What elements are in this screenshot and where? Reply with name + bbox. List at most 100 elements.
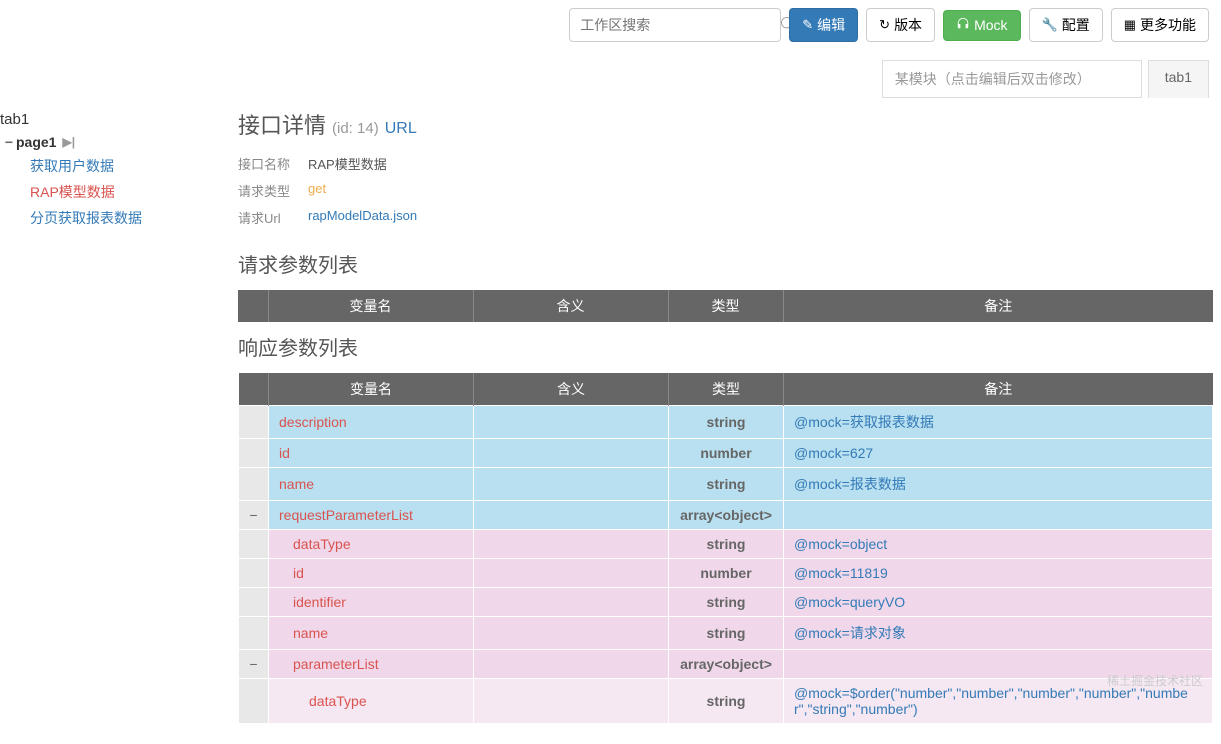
toggle-cell xyxy=(239,406,269,439)
config-button-label: 配置 xyxy=(1062,15,1090,35)
param-meaning xyxy=(474,530,669,559)
param-type: number xyxy=(669,439,784,468)
col-header: 备注 xyxy=(784,373,1213,406)
detail-title-text: 接口详情 xyxy=(238,108,326,140)
more-button[interactable]: ▦ 更多功能 xyxy=(1111,8,1209,42)
table-row: identifier string@mock=queryVO xyxy=(239,588,1213,617)
table-row: descriptionstring@mock=获取报表数据 xyxy=(239,406,1213,439)
param-name: name xyxy=(269,617,474,650)
collapse-icon[interactable]: − xyxy=(239,650,269,679)
edit-button-label: 编辑 xyxy=(817,15,845,35)
meta-url-value[interactable]: rapModelData.json xyxy=(308,208,417,227)
search-input[interactable] xyxy=(570,17,771,33)
table-row: id number@mock=627 xyxy=(239,439,1213,468)
param-type: array<object> xyxy=(669,501,784,530)
param-type: string xyxy=(669,588,784,617)
toggle-cell xyxy=(239,617,269,650)
param-type: number xyxy=(669,559,784,588)
toggle-cell xyxy=(239,588,269,617)
col-header: 类型 xyxy=(668,290,783,322)
toggle-cell xyxy=(239,468,269,501)
grid-icon: ▦ xyxy=(1124,17,1136,33)
col-header: 变量名 xyxy=(269,373,474,406)
param-type: string xyxy=(669,468,784,501)
table-row: dataTypestring@mock=$order("number","num… xyxy=(239,679,1213,724)
param-type: string xyxy=(669,617,784,650)
param-remark: @mock=$order("number","number","number",… xyxy=(784,679,1213,724)
version-button-label: 版本 xyxy=(894,15,922,35)
refresh-icon: ↻ xyxy=(879,17,890,33)
search-box xyxy=(569,8,781,42)
meta-name-value: RAP模型数据 xyxy=(308,154,387,173)
param-meaning xyxy=(474,617,669,650)
param-type: array<object> xyxy=(669,650,784,679)
mock-button[interactable]: Mock xyxy=(943,10,1020,41)
tree-tab-label[interactable]: tab1 xyxy=(0,108,230,131)
param-type: string xyxy=(669,530,784,559)
top-toolbar: ✎ 编辑 ↻ 版本 Mock 🔧 配置 ▦ 更多功能 xyxy=(0,0,1221,50)
meta-block: 接口名称 RAP模型数据 请求类型 get 请求Url rapModelData… xyxy=(238,150,1213,231)
module-tab[interactable]: tab1 xyxy=(1148,60,1209,98)
param-name: name xyxy=(269,468,474,501)
config-button[interactable]: 🔧 配置 xyxy=(1029,8,1103,42)
param-meaning xyxy=(474,501,669,530)
param-type: string xyxy=(669,406,784,439)
meta-name-label: 接口名称 xyxy=(238,154,308,173)
table-row: −parameterListarray<object> xyxy=(239,650,1213,679)
response-table: 变量名含义类型备注 descriptionstring@mock=获取报表数据i… xyxy=(238,373,1213,724)
col-header: 类型 xyxy=(669,373,784,406)
param-remark: @mock=627 xyxy=(784,439,1213,468)
sidebar-item-0[interactable]: 获取用户数据 xyxy=(0,153,230,179)
param-meaning xyxy=(474,439,669,468)
param-remark xyxy=(784,650,1213,679)
forward-icon: ▶| xyxy=(62,135,75,149)
sidebar-item-2[interactable]: 分页获取报表数据 xyxy=(0,205,230,231)
param-remark: @mock=报表数据 xyxy=(784,468,1213,501)
param-meaning xyxy=(474,650,669,679)
detail-id: (id: 14) xyxy=(332,120,379,137)
toggle-cell xyxy=(239,439,269,468)
main-layout: tab1 − page1 ▶| 获取用户数据RAP模型数据分页获取报表数据 接口… xyxy=(0,98,1221,744)
edit-button[interactable]: ✎ 编辑 xyxy=(789,8,858,42)
table-row: name string@mock=报表数据 xyxy=(239,468,1213,501)
version-button[interactable]: ↻ 版本 xyxy=(866,8,935,42)
param-remark: @mock=queryVO xyxy=(784,588,1213,617)
param-meaning xyxy=(474,679,669,724)
param-remark: @mock=11819 xyxy=(784,559,1213,588)
more-button-label: 更多功能 xyxy=(1140,15,1196,35)
param-meaning xyxy=(474,468,669,501)
collapse-icon[interactable]: − xyxy=(239,501,269,530)
tree-page-label: page1 xyxy=(16,134,56,150)
col-header: 备注 xyxy=(783,290,1213,322)
wrench-icon: 🔧 xyxy=(1042,17,1058,33)
request-section-title: 请求参数列表 xyxy=(238,249,1213,278)
param-meaning xyxy=(474,559,669,588)
meta-type-value: get xyxy=(308,181,326,200)
response-section-title: 响应参数列表 xyxy=(238,332,1213,361)
toggle-cell xyxy=(239,679,269,724)
col-header: 变量名 xyxy=(268,290,473,322)
module-bar: 某模块（点击编辑后双击修改） tab1 xyxy=(0,50,1221,98)
param-name: dataType xyxy=(269,530,474,559)
param-name: id xyxy=(269,559,474,588)
param-remark: @mock=object xyxy=(784,530,1213,559)
param-name: id xyxy=(269,439,474,468)
headphones-icon xyxy=(956,17,970,34)
param-remark: @mock=请求对象 xyxy=(784,617,1213,650)
toggle-cell xyxy=(239,559,269,588)
request-table: 变量名含义类型备注 xyxy=(238,290,1213,322)
url-link[interactable]: URL xyxy=(385,120,417,138)
mock-button-label: Mock xyxy=(974,17,1007,33)
col-header: 含义 xyxy=(474,373,669,406)
meta-url-label: 请求Url xyxy=(238,208,308,227)
param-name: identifier xyxy=(269,588,474,617)
param-remark xyxy=(784,501,1213,530)
sidebar-item-1[interactable]: RAP模型数据 xyxy=(0,179,230,205)
detail-title: 接口详情 (id: 14) URL xyxy=(238,108,1213,140)
param-name: requestParameterList xyxy=(269,501,474,530)
param-name: description xyxy=(269,406,474,439)
param-meaning xyxy=(474,406,669,439)
pencil-icon: ✎ xyxy=(802,17,813,33)
tree-page[interactable]: − page1 ▶| xyxy=(0,131,230,153)
module-name-placeholder[interactable]: 某模块（点击编辑后双击修改） xyxy=(882,60,1142,98)
